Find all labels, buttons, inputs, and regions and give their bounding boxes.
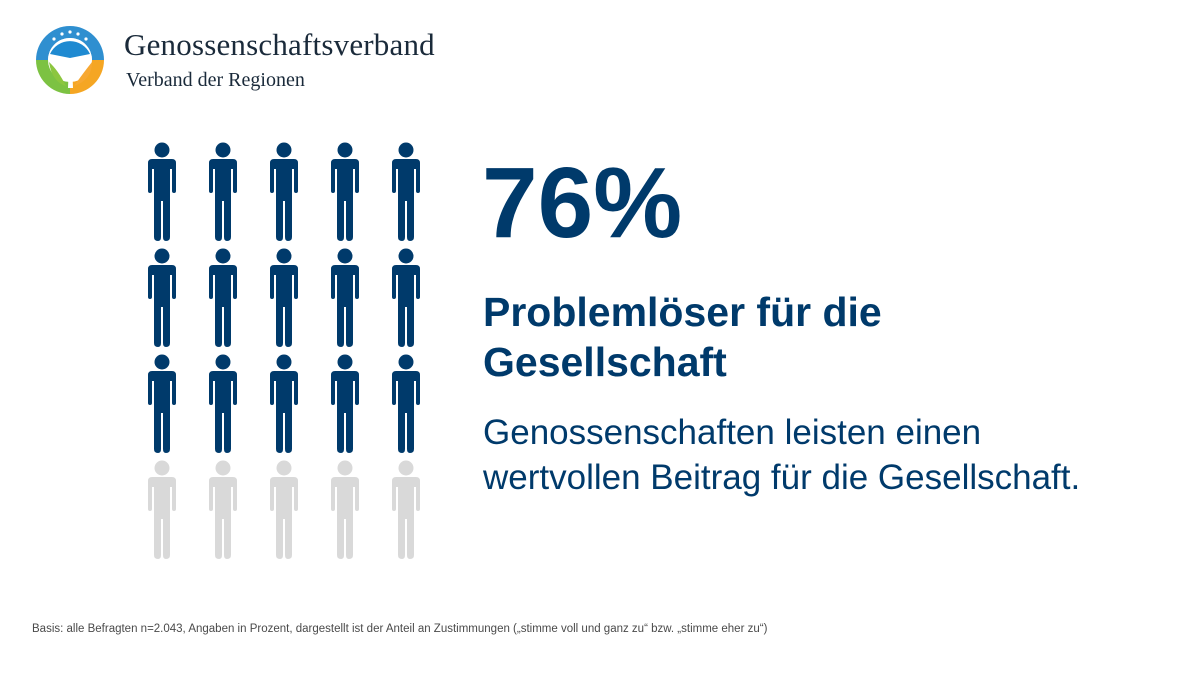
genossenschaftsverband-logo-icon	[32, 22, 108, 100]
person-icon	[331, 460, 359, 559]
person-icon	[209, 460, 237, 559]
footnote: Basis: alle Befragten n=2.043, Angaben i…	[32, 623, 768, 635]
person-icon	[392, 142, 420, 241]
person-icon	[331, 354, 359, 453]
person-icon	[331, 142, 359, 241]
person-icon	[392, 460, 420, 559]
person-icon	[392, 248, 420, 347]
person-icon	[392, 354, 420, 453]
org-subtitle: Verband der Regionen	[126, 69, 305, 91]
person-icon	[331, 248, 359, 347]
percentage-value: 76%	[482, 147, 683, 259]
person-icon	[148, 142, 176, 241]
person-icon	[209, 354, 237, 453]
headline: Problemlöser für die Gesellschaft	[483, 289, 882, 385]
person-icon	[270, 460, 298, 559]
person-icon	[209, 142, 237, 241]
person-icon	[270, 142, 298, 241]
person-icon	[270, 248, 298, 347]
subtext: Genossenschaften leisten einen wertvolle…	[483, 413, 1081, 497]
person-icon	[148, 354, 176, 453]
org-name: Genossenschaftsverband	[124, 27, 435, 62]
person-icon	[209, 248, 237, 347]
person-icon	[270, 354, 298, 453]
person-icon	[148, 460, 176, 559]
person-pictogram-grid	[148, 142, 420, 559]
person-icon	[148, 248, 176, 347]
